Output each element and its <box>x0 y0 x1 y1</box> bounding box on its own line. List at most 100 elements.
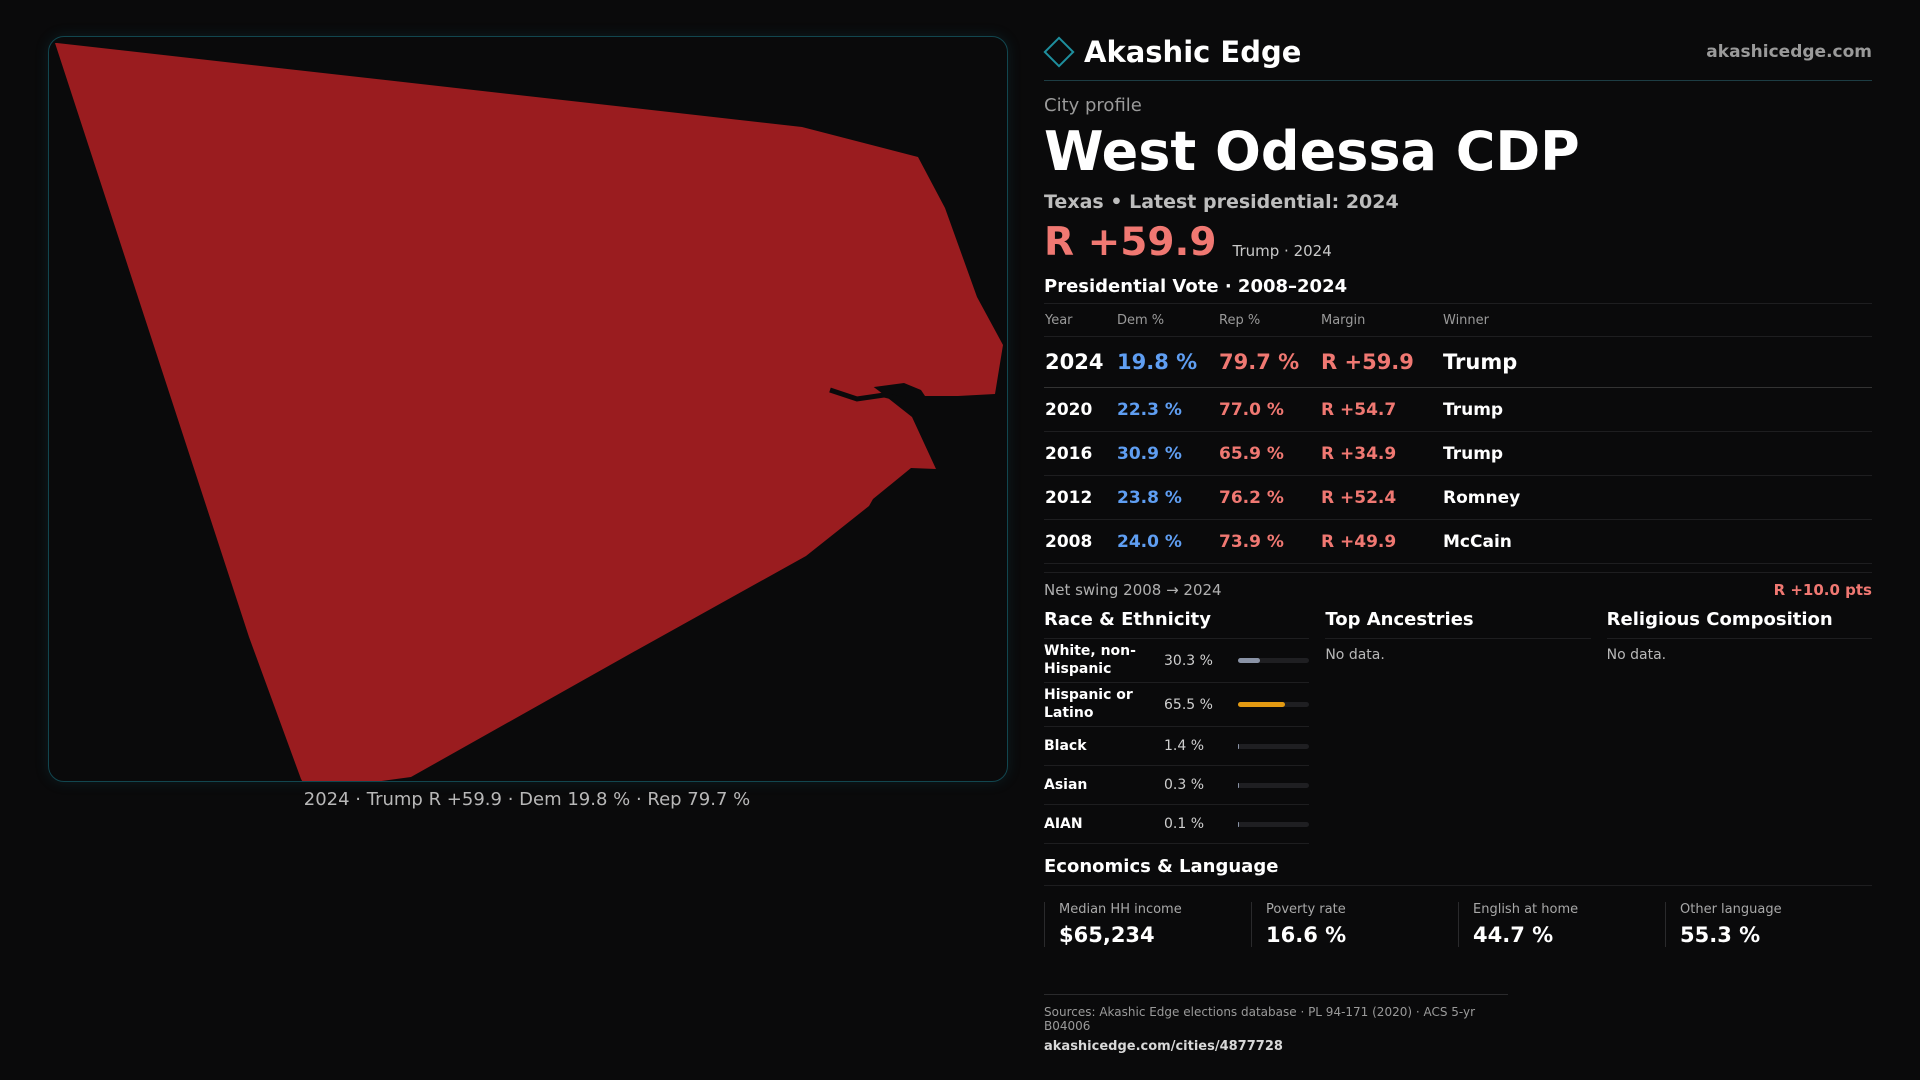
race-name: White, non-Hispanic <box>1044 643 1136 677</box>
headline-result: R +59.9 Trump · 2024 <box>1044 223 1872 262</box>
row-rep: 73.9 % <box>1218 519 1320 565</box>
race-title: Race & Ethnicity <box>1044 609 1310 640</box>
row-winner: McCain <box>1442 519 1872 565</box>
row-margin: R +52.4 <box>1320 475 1442 521</box>
race-pct: 0.1 % <box>1164 816 1205 833</box>
row-winner: Trump <box>1442 336 1872 389</box>
brand-name: Akashic Edge <box>1084 35 1302 69</box>
race-bar <box>1238 702 1310 708</box>
row-rep: 79.7 % <box>1218 336 1320 389</box>
row-margin: R +59.9 <box>1320 336 1442 389</box>
headline-note: Trump · 2024 <box>1232 242 1332 261</box>
stat-label: English at home <box>1473 902 1579 918</box>
row-year: 2012 <box>1044 475 1116 521</box>
race-section: Race & Ethnicity White, non-Hispanic 30.… <box>1044 609 1310 845</box>
presidential-table: Year Dem % Rep % Margin Winner 2024 19.8… <box>1044 303 1872 565</box>
row-margin: R +49.9 <box>1320 519 1442 565</box>
brand[interactable]: Akashic Edge <box>1043 35 1302 69</box>
row-dem: 24.0 % <box>1116 519 1218 565</box>
religion-section: Religious Composition No data. <box>1606 609 1872 844</box>
row-dem: 19.8 % <box>1116 336 1218 389</box>
net-swing: Net swing 2008 → 2024 R +10.0 pts <box>1044 572 1872 599</box>
page-kicker: City profile <box>1044 95 1142 116</box>
stat-value: $65,234 <box>1059 923 1155 948</box>
row-year: 2016 <box>1044 431 1116 477</box>
race-bar-fill <box>1238 743 1239 749</box>
map-caption: 2024 · Trump R +59.9 · Dem 19.8 % · Rep … <box>303 789 751 810</box>
col-margin: Margin <box>1320 303 1442 338</box>
table-row: 2020 22.3 % 77.0 % R +54.7 Trump <box>1044 387 1872 433</box>
headline-margin: R +59.9 <box>1044 220 1217 266</box>
stat-label: Poverty rate <box>1266 902 1346 918</box>
row-winner: Trump <box>1442 431 1872 477</box>
table-header-row: Year Dem % Rep % Margin Winner <box>1044 303 1872 338</box>
row-margin: R +34.9 <box>1320 431 1442 477</box>
col-winner: Winner <box>1442 303 1872 338</box>
stat-label: Other language <box>1680 902 1782 918</box>
race-bar-fill <box>1238 658 1260 664</box>
race-name: Hispanic or Latino <box>1044 687 1133 721</box>
col-year: Year <box>1044 303 1116 338</box>
brand-header: Akashic Edge akashicedge.com <box>1043 30 1872 81</box>
stat-label: Median HH income <box>1059 902 1182 918</box>
diamond-logo-icon <box>1043 36 1075 68</box>
row-year: 2024 <box>1044 336 1116 389</box>
race-name: Asian <box>1044 776 1088 793</box>
race-row: Hispanic or Latino 65.5 % <box>1044 683 1310 728</box>
stat-value: 44.7 % <box>1473 923 1554 948</box>
economics-stats: Median HH income $65,234 Poverty rate 16… <box>1044 902 1872 948</box>
race-row: Black 1.4 % <box>1044 727 1310 767</box>
race-row: AIAN 0.1 % <box>1044 805 1310 845</box>
table-row: 2024 19.8 % 79.7 % R +59.9 Trump <box>1044 336 1872 389</box>
stat-poverty-rate: Poverty rate 16.6 % <box>1251 902 1444 948</box>
col-rep: Rep % <box>1218 303 1320 338</box>
race-pct: 30.3 % <box>1164 652 1213 669</box>
economics-title: Economics & Language <box>1044 856 1872 887</box>
race-name: AIAN <box>1044 815 1083 832</box>
row-year: 2020 <box>1044 387 1116 433</box>
col-dem: Dem % <box>1116 303 1218 338</box>
race-bar <box>1238 821 1310 827</box>
stat-value: 55.3 % <box>1680 923 1761 948</box>
race-bar <box>1238 658 1310 664</box>
sources-footer: Sources: Akashic Edge elections database… <box>1044 994 1508 1054</box>
race-pct: 1.4 % <box>1164 738 1205 755</box>
religion-empty: No data. <box>1606 647 1667 664</box>
stat-value: 16.6 % <box>1266 923 1347 948</box>
district-gap-line <box>829 387 906 403</box>
row-rep: 76.2 % <box>1218 475 1320 521</box>
race-name: Black <box>1044 737 1087 754</box>
stat-english-at-home: English at home 44.7 % <box>1458 902 1651 948</box>
district-map[interactable] <box>48 36 1008 782</box>
race-row: Asian 0.3 % <box>1044 766 1310 806</box>
race-bar <box>1238 782 1310 788</box>
row-rep: 77.0 % <box>1218 387 1320 433</box>
page-subtitle: Texas • Latest presidential: 2024 <box>1044 191 1399 214</box>
table-row: 2012 23.8 % 76.2 % R +52.4 Romney <box>1044 475 1872 521</box>
stat-median-income: Median HH income $65,234 <box>1044 902 1237 948</box>
page-url[interactable]: akashicedge.com/cities/4877728 <box>1044 1039 1283 1054</box>
row-dem: 22.3 % <box>1116 387 1218 433</box>
swing-value: R +10.0 pts <box>1773 581 1872 600</box>
row-winner: Romney <box>1442 475 1872 521</box>
demographics-columns: Race & Ethnicity White, non-Hispanic 30.… <box>1044 609 1872 845</box>
row-winner: Trump <box>1442 387 1872 433</box>
swing-label: Net swing 2008 → 2024 <box>1044 581 1222 600</box>
religion-title: Religious Composition <box>1606 609 1872 640</box>
presidential-title: Presidential Vote · 2008–2024 <box>1044 276 1348 298</box>
race-bar <box>1238 743 1310 749</box>
sources-line: Sources: Akashic Edge elections database… <box>1044 1005 1476 1033</box>
race-pct: 0.3 % <box>1164 777 1205 794</box>
ancestries-empty: No data. <box>1325 647 1385 664</box>
district-shape-svg <box>55 43 1003 781</box>
race-row: White, non-Hispanic 30.3 % <box>1044 639 1310 684</box>
page-title: West Odessa CDP <box>1044 120 1580 183</box>
row-dem: 30.9 % <box>1116 431 1218 477</box>
row-year: 2008 <box>1044 519 1116 565</box>
district-shape[interactable] <box>55 43 1003 781</box>
profile-panel: Akashic Edge akashicedge.com City profil… <box>1043 30 1872 948</box>
ancestries-title: Top Ancestries <box>1325 609 1591 640</box>
table-row: 2016 30.9 % 65.9 % R +34.9 Trump <box>1044 431 1872 477</box>
race-pct: 65.5 % <box>1164 696 1213 713</box>
site-link[interactable]: akashicedge.com <box>1706 42 1872 62</box>
